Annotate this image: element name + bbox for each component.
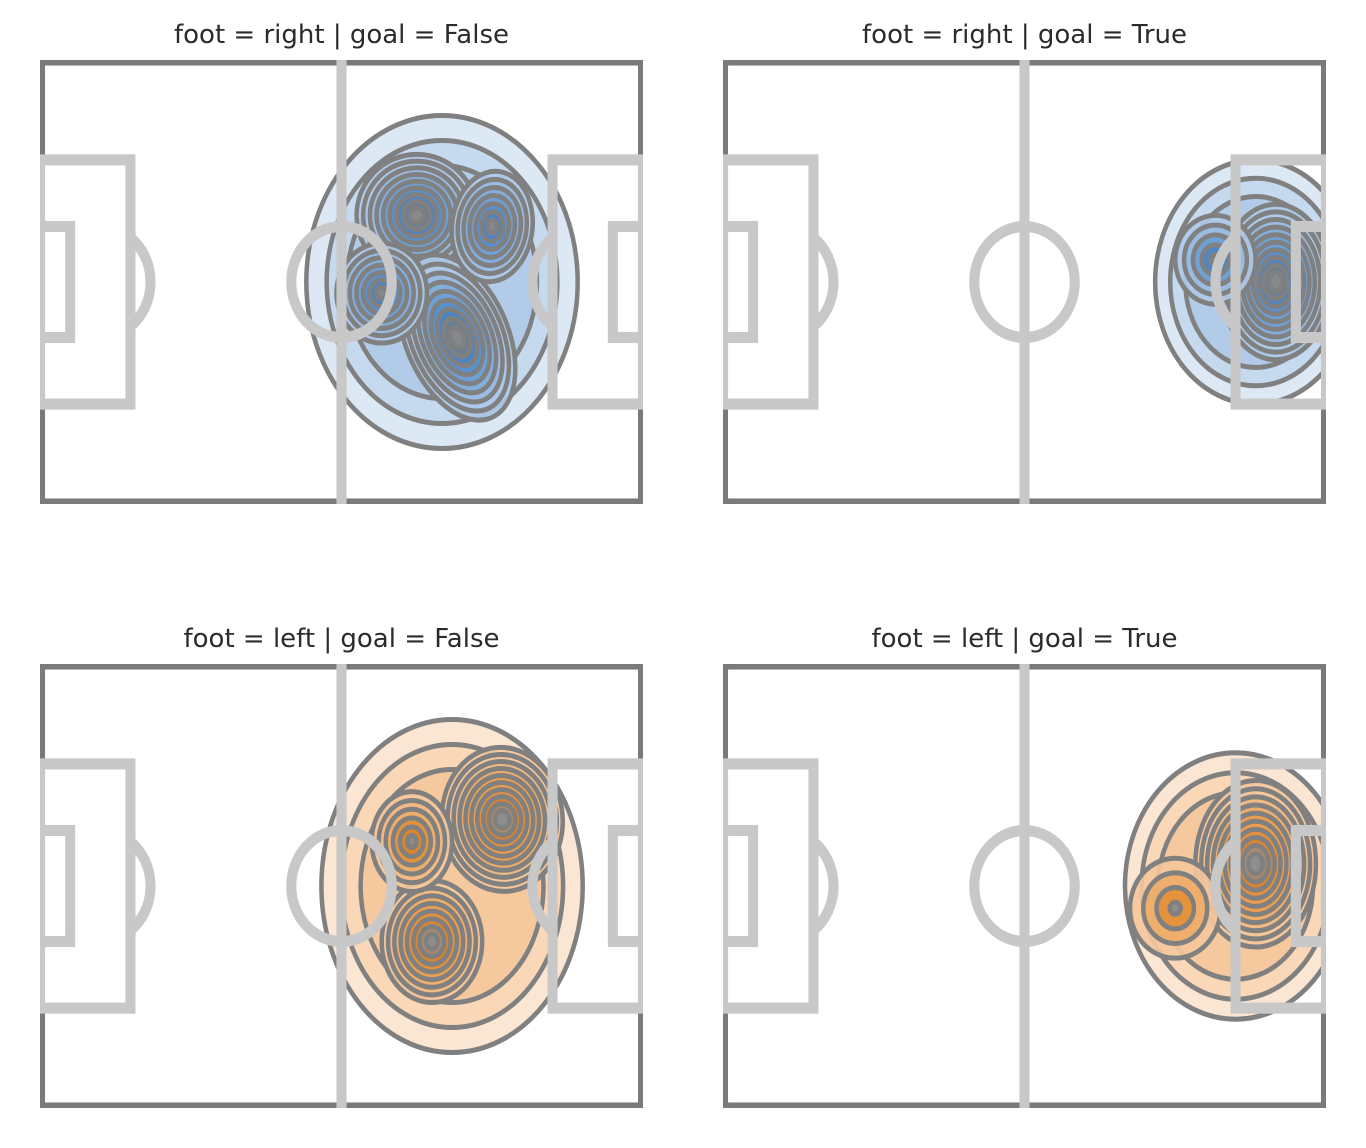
panel-right-true: foot = right | goal = True xyxy=(723,20,1326,504)
pitch-lines xyxy=(40,60,643,504)
pitch-plot xyxy=(40,60,643,504)
panel-left-true: foot = left | goal = True xyxy=(723,624,1326,1108)
pitch-svg xyxy=(723,60,1326,504)
pitch-svg xyxy=(40,60,643,504)
pitch-lines xyxy=(40,664,643,1108)
pitch-plot xyxy=(723,664,1326,1108)
pitch-lines xyxy=(723,60,1326,504)
panel-left-false: foot = left | goal = False xyxy=(40,624,643,1108)
facet-grid: foot = right | goal = False foot = right… xyxy=(0,0,1366,1148)
pitch-plot xyxy=(40,664,643,1108)
pitch-plot xyxy=(723,60,1326,504)
kde-contours xyxy=(321,720,582,1053)
pitch-svg xyxy=(723,664,1326,1108)
panel-title: foot = right | goal = False xyxy=(174,20,509,50)
panel-right-false: foot = right | goal = False xyxy=(40,20,643,504)
panel-title: foot = right | goal = True xyxy=(862,20,1187,50)
pitch-svg xyxy=(40,664,643,1108)
panel-title: foot = left | goal = True xyxy=(872,624,1178,654)
pitch-lines xyxy=(723,664,1326,1108)
panel-title: foot = left | goal = False xyxy=(183,624,499,654)
